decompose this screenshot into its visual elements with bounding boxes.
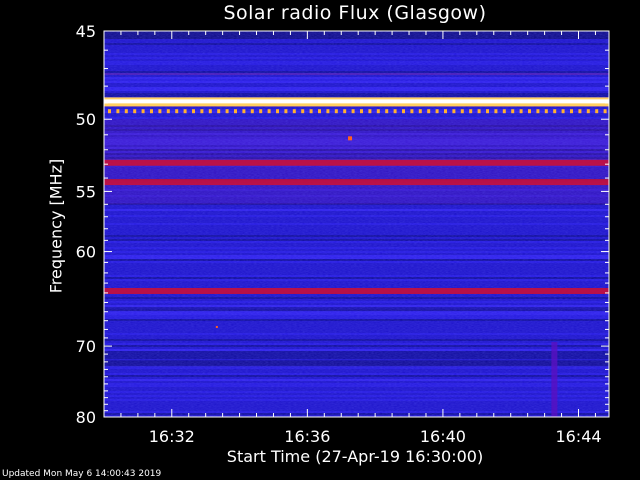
band-48.9-core bbox=[104, 99, 609, 104]
band-dot bbox=[494, 109, 498, 114]
band-dot bbox=[486, 109, 489, 114]
x-tick-label: 16:36 bbox=[284, 427, 330, 446]
y-tick-80: 80 bbox=[76, 408, 609, 427]
updated-timestamp: Updated Mon May 6 14:00:43 2019 bbox=[2, 469, 162, 479]
band-dot bbox=[544, 109, 548, 114]
band-dot bbox=[427, 109, 431, 114]
x-tick-label: 16:32 bbox=[149, 427, 195, 446]
band-dot bbox=[166, 109, 170, 114]
band-dot bbox=[460, 109, 464, 114]
band-dot bbox=[477, 109, 481, 114]
y-tick-45: 45 bbox=[76, 22, 609, 41]
band-dot bbox=[444, 109, 447, 114]
x-axis-label: Start Time (27-Apr-19 16:30:00) bbox=[226, 447, 484, 466]
y-tick-50: 50 bbox=[76, 110, 609, 129]
band-dot bbox=[267, 109, 271, 114]
band-dot bbox=[553, 109, 557, 114]
x-tick-1: 16:36 bbox=[284, 31, 330, 446]
y-tick-label: 55 bbox=[76, 182, 96, 201]
band-dot bbox=[183, 109, 187, 114]
heatmap-noise bbox=[104, 31, 609, 417]
band-dot bbox=[200, 109, 204, 114]
band-dot bbox=[452, 109, 456, 114]
y-axis-label: Frequency [MHz] bbox=[46, 158, 66, 294]
band-dot bbox=[276, 109, 279, 114]
band-dot bbox=[435, 109, 439, 114]
y-tick-70: 70 bbox=[76, 337, 609, 356]
band-dot bbox=[502, 109, 506, 114]
y-tick-60: 60 bbox=[76, 243, 609, 262]
band-dot bbox=[158, 109, 162, 114]
band-dot bbox=[292, 109, 296, 114]
band-dot bbox=[124, 109, 128, 114]
y-tick-label: 60 bbox=[76, 243, 96, 262]
chart-title: Solar radio Flux (Glasgow) bbox=[223, 2, 487, 24]
band-dot bbox=[141, 109, 145, 114]
band-dot bbox=[250, 109, 254, 114]
band-dot bbox=[385, 109, 389, 114]
band-dot bbox=[326, 109, 330, 114]
y-tick-label: 45 bbox=[76, 22, 96, 41]
band-dot bbox=[376, 109, 380, 114]
x-tick-label: 16:40 bbox=[420, 427, 466, 446]
x-tick-label: 16:44 bbox=[555, 427, 601, 446]
band-dot bbox=[334, 109, 338, 114]
band-dot bbox=[208, 109, 212, 114]
plot-frame bbox=[103, 30, 610, 418]
band-dot bbox=[561, 109, 565, 114]
band-dot bbox=[595, 109, 599, 114]
band-dot bbox=[133, 109, 137, 114]
band-dot bbox=[402, 109, 405, 114]
band-dot bbox=[192, 109, 195, 114]
band-dot bbox=[301, 109, 305, 114]
band-dot bbox=[519, 109, 523, 114]
spectrogram-heatmap bbox=[104, 31, 609, 417]
y-tick-label: 80 bbox=[76, 408, 96, 427]
band-dot bbox=[318, 109, 321, 114]
band-dot bbox=[217, 109, 221, 114]
band-dot bbox=[175, 109, 179, 114]
y-tick-55: 55 bbox=[76, 182, 609, 201]
band-dot bbox=[242, 109, 246, 114]
y-tick-label: 70 bbox=[76, 337, 96, 356]
x-tick-0: 16:32 bbox=[149, 31, 195, 446]
band-dot bbox=[343, 109, 347, 114]
band-dot bbox=[410, 109, 414, 114]
band-dot bbox=[360, 109, 363, 114]
band-dot bbox=[603, 109, 607, 114]
band-dot bbox=[116, 109, 120, 114]
band-dot bbox=[418, 109, 422, 114]
band-dot bbox=[570, 109, 573, 114]
plot-axes: 45 50 55 60 70 80 16:32 16:36 16:40 16:44 bbox=[76, 22, 610, 446]
band-dot bbox=[528, 109, 531, 114]
band-52.9 bbox=[104, 159, 609, 166]
band-dot bbox=[368, 109, 372, 114]
band-dot bbox=[578, 109, 582, 114]
band-dot bbox=[309, 109, 313, 114]
band-dot bbox=[225, 109, 229, 114]
band-dot bbox=[150, 109, 153, 114]
band-dot bbox=[393, 109, 397, 114]
x-tick-2: 16:40 bbox=[420, 31, 466, 446]
spot-feature bbox=[215, 325, 218, 328]
band-dot bbox=[351, 109, 355, 114]
band-dot bbox=[586, 109, 590, 114]
spot-feature bbox=[348, 136, 353, 141]
band-63.8 bbox=[104, 287, 609, 294]
band-dot bbox=[284, 109, 288, 114]
band-54.3 bbox=[104, 179, 609, 186]
band-dot bbox=[511, 109, 515, 114]
band-dot bbox=[259, 109, 263, 114]
x-tick-3: 16:44 bbox=[555, 31, 602, 446]
band-dot bbox=[234, 109, 237, 114]
band-dot bbox=[536, 109, 540, 114]
band-dot bbox=[469, 109, 473, 114]
band-dot bbox=[108, 109, 111, 114]
burst-feature bbox=[551, 342, 558, 417]
y-tick-label: 50 bbox=[76, 110, 96, 129]
